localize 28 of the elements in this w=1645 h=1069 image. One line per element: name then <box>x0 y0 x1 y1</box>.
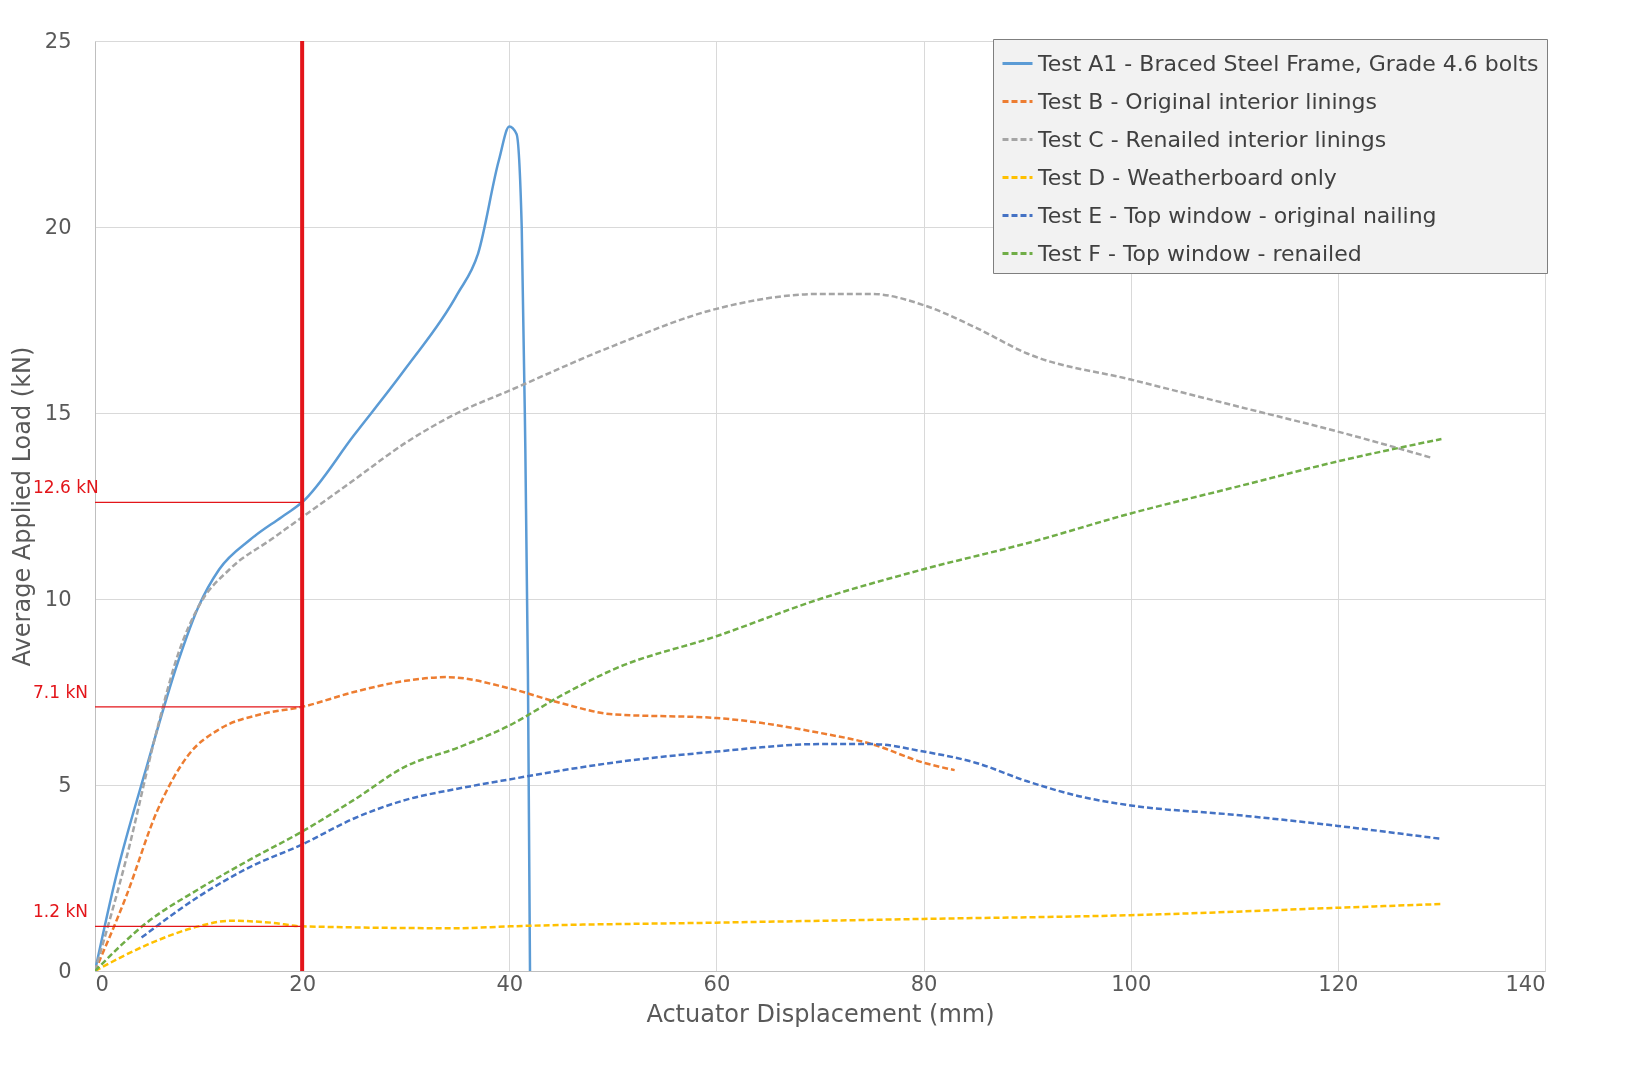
y-axis-title: Average Applied Load (kN) <box>7 346 36 667</box>
x-tick-label: 100 <box>1111 971 1152 996</box>
y-tick-label: 25 <box>44 28 72 53</box>
legend-label: Test C - Renailed interior linings <box>1037 126 1387 152</box>
ref-line-label: 12.6 kN <box>33 477 99 498</box>
legend-label: Test B - Original interior linings <box>1037 88 1377 114</box>
y-tick-label: 15 <box>44 400 72 425</box>
x-tick-label: 0 <box>95 971 109 996</box>
ref-line-label: 7.1 kN <box>33 681 89 702</box>
x-tick-label: 120 <box>1318 971 1359 996</box>
line-series <box>95 902 1443 971</box>
ref-line-label: 1.2 kN <box>33 901 89 922</box>
y-tick-label: 5 <box>58 772 72 797</box>
line-series <box>95 125 532 971</box>
x-tick-label: 140 <box>1505 971 1546 996</box>
x-tick-label: 80 <box>910 971 938 996</box>
legend-label: Test A1 - Braced Steel Frame, Grade 4.6 bolts <box>1037 50 1539 76</box>
y-tick-label: 10 <box>44 586 72 611</box>
legend-label: Test F - Top window - renailed <box>1037 240 1362 266</box>
y-tick-label: 20 <box>44 214 72 239</box>
x-tick-label: 60 <box>703 971 731 996</box>
x-tick-label: 20 <box>289 971 317 996</box>
legend-label: Test D - Weatherboard only <box>1037 164 1337 190</box>
x-axis-title: Actuator Displacement (mm) <box>646 999 995 1028</box>
legend-label: Test E - Top window - original nailing <box>1037 202 1437 228</box>
line-series <box>95 292 1433 971</box>
x-tick-label: 40 <box>496 971 524 996</box>
line-series <box>95 437 1443 971</box>
